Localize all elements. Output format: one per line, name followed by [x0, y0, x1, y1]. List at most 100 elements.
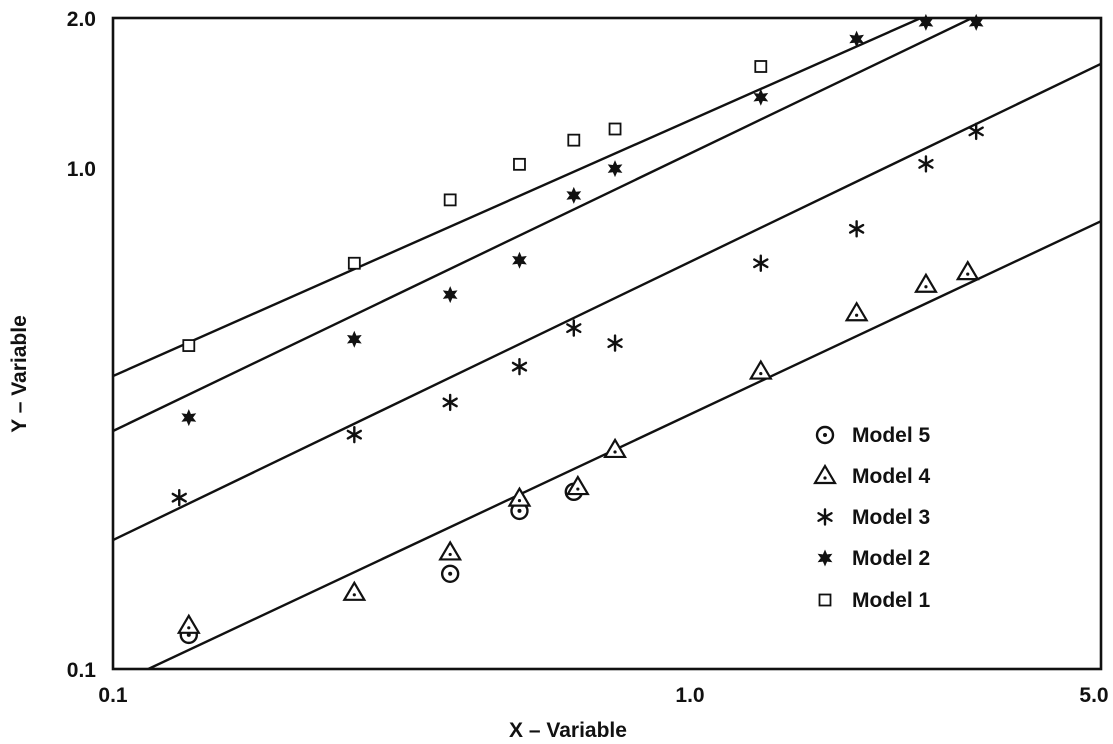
data-point [968, 13, 984, 31]
data-point [565, 474, 590, 496]
triangle-dot [924, 285, 928, 289]
legend-item: Model 1 [818, 589, 930, 612]
data-point [914, 272, 938, 293]
triangle-dot [823, 476, 827, 480]
triangle-outline [507, 486, 532, 507]
triangle-dot [613, 450, 617, 454]
triangle-outline [914, 272, 938, 293]
fit-line [113, 18, 973, 433]
fit-lines [113, 18, 1101, 669]
data-point [513, 157, 526, 171]
square-outline [818, 593, 832, 607]
square-outline [182, 339, 196, 352]
star-shape [607, 160, 623, 178]
circle-dot [517, 508, 522, 513]
legend-label: Model 1 [852, 589, 930, 612]
data-point [347, 256, 361, 270]
circle-dot [448, 571, 453, 576]
data-points [171, 13, 984, 645]
data-point [511, 357, 528, 376]
plot-frame [111, 16, 1103, 671]
square-outline [443, 193, 457, 207]
data-point [512, 251, 527, 269]
star-shape [918, 13, 934, 31]
circle-dot [823, 433, 827, 437]
square-outline [567, 133, 581, 147]
x-tick-label: 5.0 [1079, 684, 1108, 707]
star-shape [849, 30, 864, 48]
triangle-dot [352, 593, 356, 597]
data-point [342, 580, 367, 601]
data-point [955, 259, 980, 281]
legend-item: Model 5 [815, 424, 930, 447]
data-point [443, 193, 457, 207]
y-tick-label: 2.0 [67, 8, 96, 31]
data-point [748, 359, 773, 380]
star-shape [566, 186, 582, 204]
legend-label: Model 4 [852, 465, 930, 488]
square-outline [347, 256, 361, 270]
data-point [607, 334, 623, 352]
asterisk-stroke [566, 323, 582, 334]
data-point [347, 330, 362, 348]
data-point [753, 88, 769, 106]
star-shape [753, 88, 769, 106]
square-outline [754, 60, 768, 73]
x-tick-label: 0.1 [98, 684, 128, 707]
legend-item: Model 3 [817, 506, 930, 529]
star-shape [968, 13, 984, 31]
data-point [754, 60, 768, 73]
asterisk-stroke [968, 126, 984, 137]
triangle-dot [759, 371, 763, 376]
data-point [566, 319, 582, 337]
legend-marker [817, 508, 833, 526]
legend-label: Model 5 [852, 424, 930, 447]
fit-line [113, 62, 1101, 542]
asterisk-stroke [346, 429, 363, 440]
triangle-outline [438, 540, 463, 561]
triangle-outline [813, 463, 837, 485]
data-point [438, 540, 463, 561]
data-point [346, 425, 363, 444]
data-point [849, 30, 864, 48]
triangle-dot [448, 552, 452, 557]
asterisk-stroke [442, 397, 458, 408]
square-outline [608, 122, 622, 136]
data-point [968, 122, 984, 141]
data-point [608, 122, 622, 136]
asterisk-stroke [753, 258, 769, 269]
legend-marker [815, 425, 835, 445]
fit-line [147, 220, 1101, 669]
y-tick-label: 0.1 [67, 659, 97, 682]
triangle-outline [748, 359, 773, 380]
legend-label: Model 2 [852, 547, 930, 570]
star-shape [512, 251, 527, 269]
asterisk-stroke [817, 512, 833, 522]
asterisk-stroke [511, 361, 528, 372]
data-point [442, 393, 458, 412]
data-point [507, 486, 532, 507]
legend-marker [817, 549, 833, 567]
data-point [844, 301, 869, 322]
star-shape [442, 286, 458, 304]
data-point [918, 155, 934, 173]
legend-item: Model 4 [813, 463, 930, 488]
data-point [918, 13, 934, 31]
fit-line [113, 18, 922, 378]
triangle-outline [955, 259, 980, 281]
legend-label: Model 3 [852, 506, 930, 529]
data-point [603, 437, 627, 459]
data-point [440, 564, 460, 583]
data-point [176, 613, 201, 634]
data-point [607, 160, 623, 178]
data-point [566, 186, 582, 204]
data-point [442, 286, 458, 304]
triangle-dot [187, 626, 191, 630]
data-point [567, 133, 581, 147]
square-outline [513, 157, 526, 171]
triangle-dot [576, 487, 580, 491]
data-point [848, 220, 865, 238]
triangle-outline [603, 437, 627, 459]
triangle-dot [517, 499, 522, 503]
